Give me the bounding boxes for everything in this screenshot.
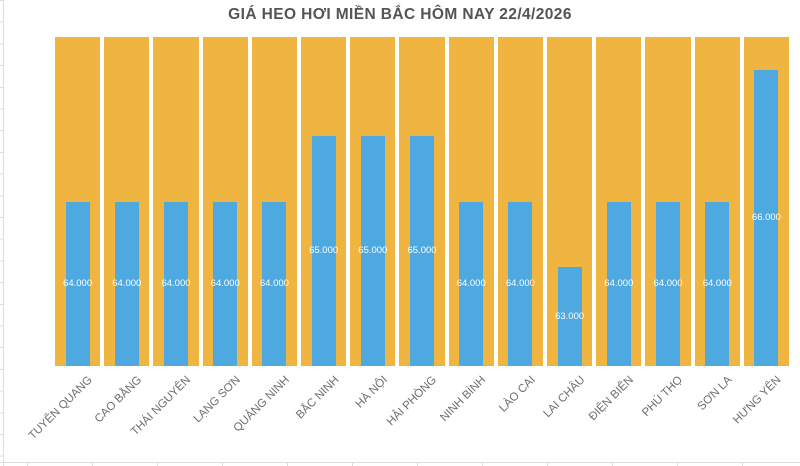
bar-value-label: 64.000	[63, 278, 93, 290]
plot-area: 64.000 64.000 64.000 64.000 64.000 65.000 65.0…	[55, 37, 790, 366]
category-column: 64.000	[497, 37, 544, 366]
bar-value-label: 65.000	[309, 245, 339, 257]
bar-value-label: 64.000	[505, 278, 535, 290]
x-axis-label: CAO BẰNG	[92, 374, 145, 426]
x-axis-label: PHÚ THỌ	[640, 374, 686, 419]
bottom-axis-tick-line	[0, 462, 800, 466]
bar-value-label: 63.000	[555, 311, 585, 323]
category-column: 64.000	[251, 37, 298, 366]
category-column: 65.000	[350, 37, 396, 366]
category-column: 63.000	[547, 37, 593, 366]
value-bar: 63.000	[555, 267, 585, 366]
bar-value-label: 65.000	[407, 245, 437, 257]
category-column: 64.000	[596, 37, 642, 366]
value-bar: 65.000	[358, 135, 388, 366]
category-column: 65.000	[399, 37, 445, 366]
bar-value-label: 66.000	[751, 212, 781, 224]
value-bar: 64.000	[112, 201, 142, 366]
value-bar: 64.000	[161, 201, 191, 366]
bar-value-label: 64.000	[210, 278, 240, 290]
bar-value-label: 64.000	[161, 278, 191, 290]
value-bar: 65.000	[407, 135, 437, 366]
x-axis-label: HẢI PHÒNG	[385, 374, 440, 429]
chart-title: GIÁ HEO HƠI MIỀN BẮC HÔM NAY 22/4/2026	[228, 6, 572, 23]
category-column: 64.000	[55, 37, 101, 366]
value-bar: 64.000	[604, 201, 634, 366]
x-axis-label: NINH BÌNH	[438, 374, 489, 425]
value-bar: 64.000	[63, 201, 93, 366]
value-bar: 64.000	[505, 201, 535, 366]
x-axis-label: TUYÊN QUANG	[26, 374, 96, 443]
category-column: 64.000	[202, 37, 248, 366]
value-bar: 64.000	[653, 201, 683, 366]
category-column: 65.000	[301, 37, 347, 366]
bar-value-label: 64.000	[653, 278, 683, 290]
category-column: 64.000	[694, 37, 740, 366]
x-axis-label: HƯNG YÊN	[731, 374, 784, 427]
value-bar: 64.000	[210, 201, 240, 366]
left-axis-tick-line	[0, 0, 4, 466]
category-column: 66.000	[743, 37, 790, 366]
value-bar: 64.000	[259, 201, 289, 366]
category-column: 64.000	[645, 37, 691, 366]
bar-value-label: 64.000	[112, 278, 142, 290]
category-column: 64.000	[153, 37, 199, 366]
x-axis-label: LAI CHÂU	[541, 374, 588, 420]
bar-value-label: 65.000	[358, 245, 388, 257]
bar-value-label: 64.000	[456, 278, 486, 290]
bar-value-label: 64.000	[259, 278, 289, 290]
category-column: 64.000	[448, 37, 494, 366]
x-axis-label: LẠNG SƠN	[191, 374, 243, 426]
x-axis-label: BẮC NINH	[293, 374, 342, 422]
x-axis-label: HÀ NỘI	[353, 374, 391, 411]
bar-value-label: 64.000	[702, 278, 732, 290]
value-bar: 65.000	[309, 135, 339, 366]
x-axis-label: ĐIỆN BIÊN	[587, 374, 637, 424]
x-axis-label: LÀO CAI	[497, 374, 538, 415]
value-bar: 66.000	[751, 69, 781, 366]
value-bar: 64.000	[456, 201, 486, 366]
category-column: 64.000	[104, 37, 150, 366]
bar-value-label: 64.000	[604, 278, 634, 290]
x-axis-label: SƠN LA	[695, 374, 735, 413]
value-bar: 64.000	[702, 201, 732, 366]
